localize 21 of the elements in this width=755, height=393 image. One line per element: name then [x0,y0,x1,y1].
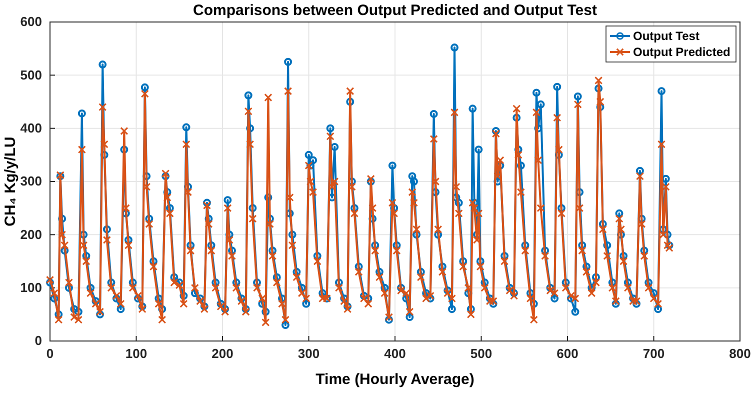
x-axis-title: Time (Hourly Average) [316,371,474,388]
y-tick-label: 400 [20,120,42,136]
y-tick-label: 0 [34,333,42,348]
x-tick-label: 300 [298,346,320,362]
chart-title: Comparisons between Output Predicted and Output Test [193,2,597,19]
y-tick-label: 100 [20,280,42,295]
legend-label: Output Predicted [633,45,730,59]
x-tick-label: 500 [470,346,492,362]
y-tick-label: 600 [20,14,42,30]
y-tick-label: 200 [20,226,42,242]
x-tick-label: 600 [556,346,578,362]
x-tick-label: 800 [729,346,751,362]
x-tick-label: 200 [212,346,234,362]
x-tick-label: 100 [125,346,148,362]
x-tick-label: 0 [46,346,54,362]
legend-label: Output Test [633,29,700,43]
y-tick-label: 300 [20,174,42,189]
x-tick-label: 400 [384,346,406,362]
x-tick-label: 700 [642,346,665,362]
y-tick-label: 500 [20,67,42,82]
y-axis-title: CH₄ Kg/y/LU [2,136,19,226]
